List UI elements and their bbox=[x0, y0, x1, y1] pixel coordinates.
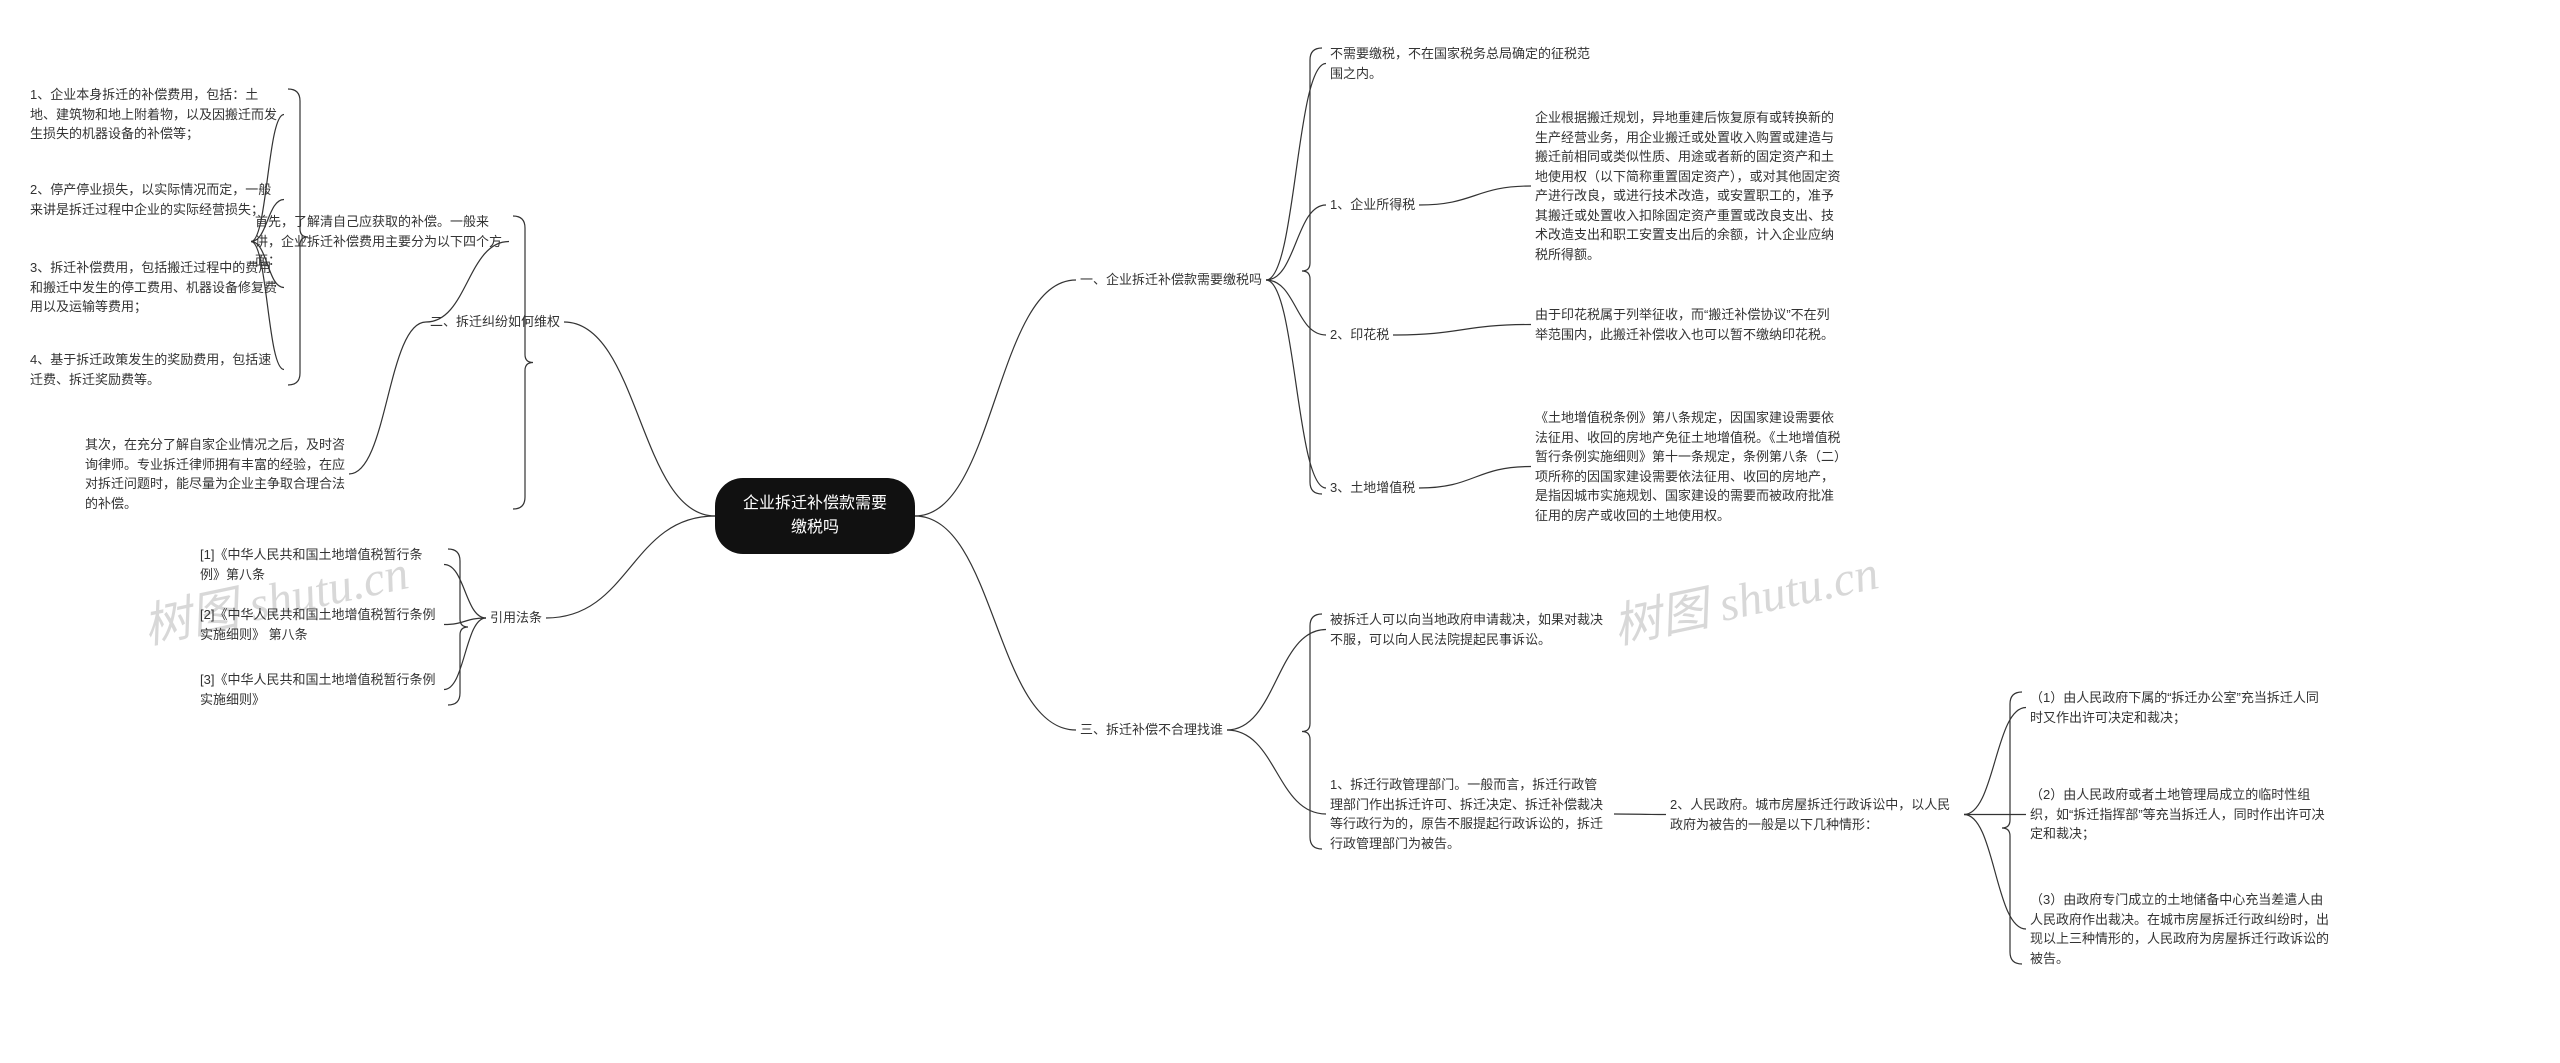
mindmap-node: 不需要缴税，不在国家税务总局确定的征税范围之内。 bbox=[1330, 44, 1590, 83]
watermark: 树图 shutu.cn bbox=[1606, 533, 1884, 657]
mindmap-node: （2）由人民政府或者土地管理局成立的临时性组织，如“拆迁指挥部”等充当拆迁人，同… bbox=[2030, 785, 2330, 844]
mindmap-node: （1）由人民政府下属的“拆迁办公室”充当拆迁人同时又作出许可决定和裁决； bbox=[2030, 688, 2330, 727]
mindmap-node: [3]《中华人民共和国土地增值税暂行条例实施细则》 bbox=[200, 670, 440, 709]
mindmap-node: 引用法条 bbox=[490, 608, 542, 628]
mindmap-node: 三、拆迁补偿不合理找谁 bbox=[1080, 720, 1223, 740]
mindmap-node: 2、人民政府。城市房屋拆迁行政诉讼中，以人民政府为被告的一般是以下几种情形： bbox=[1670, 795, 1960, 834]
mindmap-node: 其次，在充分了解自家企业情况之后，及时咨询律师。专业拆迁律师拥有丰富的经验，在应… bbox=[85, 435, 345, 513]
mindmap-node: 一、企业拆迁补偿款需要缴税吗 bbox=[1080, 270, 1262, 290]
mindmap-node: [2]《中华人民共和国土地增值税暂行条例实施细则》 第八条 bbox=[200, 605, 440, 644]
mindmap-node: 二、拆迁纠纷如何维权 bbox=[430, 312, 560, 332]
mindmap-node: 3、拆迁补偿费用，包括搬迁过程中的费用和搬迁中发生的停工费用、机器设备修复费用以… bbox=[30, 258, 280, 317]
mindmap-node: 1、拆迁行政管理部门。一般而言，拆迁行政管理部门作出拆迁许可、拆迁决定、拆迁补偿… bbox=[1330, 775, 1610, 853]
mindmap-node: 《土地增值税条例》第八条规定，因国家建设需要依法征用、收回的房地产免征土地增值税… bbox=[1535, 408, 1845, 525]
mindmap-node: 2、印花税 bbox=[1330, 325, 1389, 345]
mindmap-node: 4、基于拆迁政策发生的奖励费用，包括速迁费、拆迁奖励费等。 bbox=[30, 350, 280, 389]
mindmap-node: 2、停产停业损失，以实际情况而定，一般来讲是拆迁过程中企业的实际经营损失； bbox=[30, 180, 280, 219]
mindmap-node: 首先，了解清自己应获取的补偿。一般来讲，企业拆迁补偿费用主要分为以下四个方面： bbox=[255, 212, 505, 271]
mindmap-node: 1、企业所得税 bbox=[1330, 195, 1415, 215]
mindmap-node: 由于印花税属于列举征收，而“搬迁补偿协议”不在列举范围内，此搬迁补偿收入也可以暂… bbox=[1535, 305, 1835, 344]
mindmap-node: 被拆迁人可以向当地政府申请裁决，如果对裁决不服，可以向人民法院提起民事诉讼。 bbox=[1330, 610, 1610, 649]
mindmap-node: 3、土地增值税 bbox=[1330, 478, 1415, 498]
root-node: 企业拆迁补偿款需要缴税吗 bbox=[715, 478, 915, 554]
mindmap-node: 企业根据搬迁规划，异地重建后恢复原有或转换新的生产经营业务，用企业搬迁或处置收入… bbox=[1535, 108, 1845, 264]
mindmap-node: 1、企业本身拆迁的补偿费用，包括：土地、建筑物和地上附着物，以及因搬迁而发生损失… bbox=[30, 85, 280, 144]
mindmap-node: [1]《中华人民共和国土地增值税暂行条例》第八条 bbox=[200, 545, 440, 584]
mindmap-node: （3）由政府专门成立的土地储备中心充当差遣人由人民政府作出裁决。在城市房屋拆迁行… bbox=[2030, 890, 2330, 968]
